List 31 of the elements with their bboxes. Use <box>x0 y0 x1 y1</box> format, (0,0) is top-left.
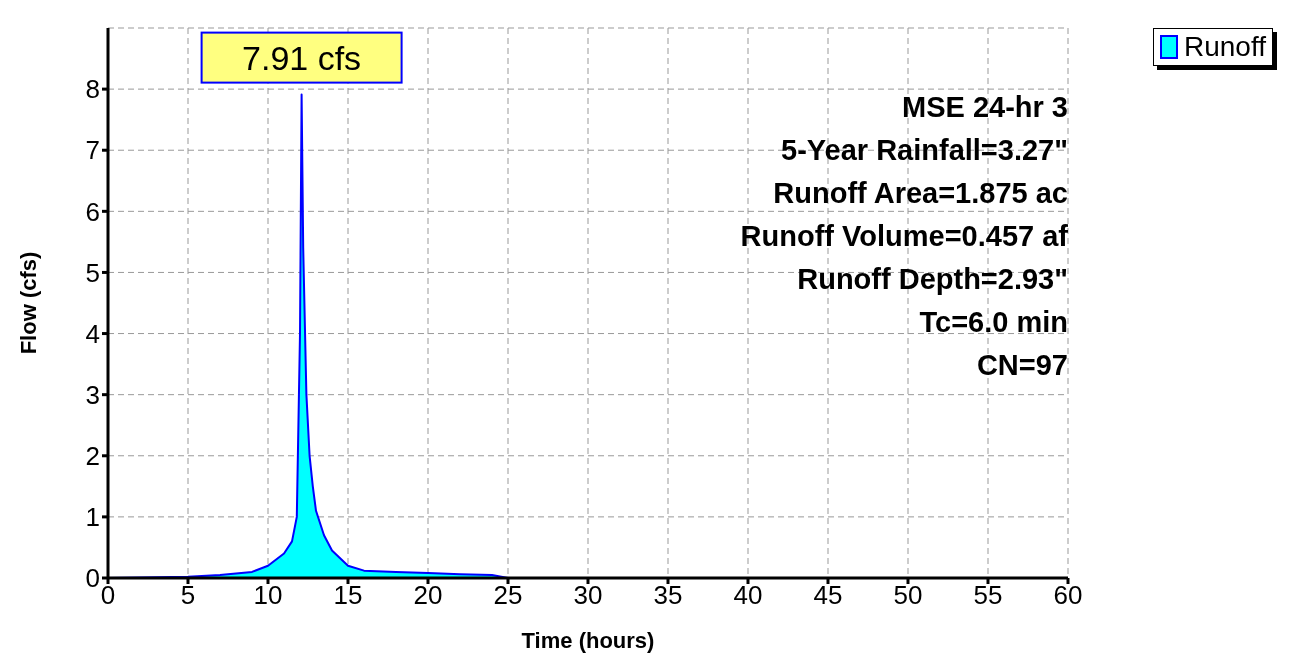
x-tick-label: 55 <box>973 580 1003 611</box>
x-tick-label: 45 <box>813 580 843 611</box>
y-tick-label: 6 <box>85 196 100 227</box>
y-axis-title: Flow (cfs) <box>15 251 41 355</box>
y-tick-label: 8 <box>85 74 100 105</box>
annotation: 7.91 cfs <box>242 38 362 77</box>
annotation: CN=97 <box>975 348 1068 383</box>
y-tick-label: 2 <box>85 441 100 472</box>
x-tick-label: 50 <box>893 580 923 611</box>
legend-label: Runoff <box>1184 31 1266 63</box>
x-tick-label: 30 <box>573 580 603 611</box>
annotation: Tc=6.0 min <box>918 305 1068 340</box>
y-tick-label: 1 <box>85 502 100 533</box>
x-tick-label: 15 <box>333 580 363 611</box>
x-tick-label: 10 <box>253 580 283 611</box>
annotation: 5-Year Rainfall=3.27" <box>780 133 1068 168</box>
y-tick-label: 7 <box>85 135 100 166</box>
annotation: Runoff Depth=2.93" <box>796 262 1068 297</box>
x-tick-label: 5 <box>180 580 196 611</box>
annotation: Runoff Volume=0.457 af <box>740 219 1068 254</box>
x-tick-label: 60 <box>1053 580 1083 611</box>
y-tick-label: 5 <box>85 257 100 288</box>
x-tick-label: 20 <box>413 580 443 611</box>
x-tick-label: 25 <box>493 580 523 611</box>
x-tick-label: 35 <box>653 580 683 611</box>
y-tick-label: 3 <box>85 379 100 410</box>
y-tick-label: 4 <box>85 318 100 349</box>
x-axis-title: Time (hours) <box>521 628 655 653</box>
annotation: Runoff Area=1.875 ac <box>772 176 1068 211</box>
x-tick-label: 40 <box>733 580 763 611</box>
annotation: MSE 24-hr 3 <box>901 90 1068 125</box>
